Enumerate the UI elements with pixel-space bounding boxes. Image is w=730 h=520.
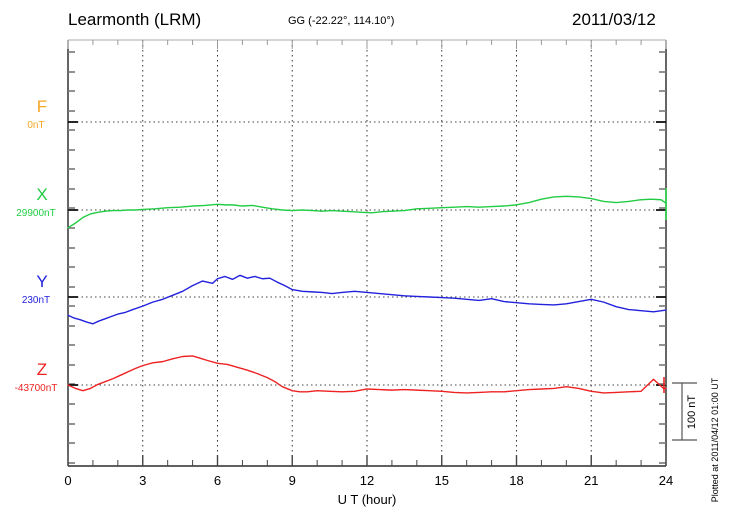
component-label-x: X	[36, 185, 47, 204]
trace-x	[67, 195, 667, 229]
component-baseline-y: 230nT	[22, 295, 50, 306]
x-tick-label: 9	[289, 473, 296, 488]
x-tick-label: 18	[509, 473, 523, 488]
x-tick-label: 15	[435, 473, 449, 488]
x-tick-label: 3	[139, 473, 146, 488]
scale-bar-label: 100 nT	[686, 395, 698, 430]
trace-layer	[67, 188, 667, 394]
component-label-y: Y	[36, 272, 47, 291]
station-title: Learmonth (LRM)	[68, 10, 202, 29]
grid-layer	[68, 40, 666, 466]
scale-bar: 100 nT	[672, 382, 698, 441]
plotted-at-group: Plotted at 2011/04/12 01:00 UT	[710, 377, 720, 502]
x-tick-label: 6	[214, 473, 221, 488]
x-tick-label: 12	[360, 473, 374, 488]
x-label-layer: U T (hour)	[338, 492, 397, 507]
trace-z	[67, 355, 667, 394]
trace-y	[67, 274, 667, 325]
x-tick-label: 24	[659, 473, 673, 488]
component-baseline-z: -43700nT	[15, 383, 58, 394]
date-label: 2011/03/12	[572, 10, 656, 29]
plot-frame	[67, 39, 667, 467]
component-baseline-x: 29900nT	[16, 208, 55, 219]
component-label-f: F	[37, 97, 47, 116]
geographic-coordinates: GG (-22.22°, 114.10°)	[288, 15, 395, 27]
component-label-z: Z	[37, 360, 47, 379]
component-baseline-f: 0nT	[27, 120, 44, 131]
x-tick-layer: 0 3 6 9 12 15 18 21 24	[64, 40, 673, 488]
plotted-at-label: Plotted at 2011/04/12 01:00 UT	[710, 377, 720, 502]
component-label-layer: F 0nT X 29900nT Y 230nT Z -43700nT	[15, 97, 58, 394]
x-axis-title: U T (hour)	[338, 492, 397, 507]
x-tick-label: 21	[584, 473, 598, 488]
x-tick-label: 0	[64, 473, 71, 488]
